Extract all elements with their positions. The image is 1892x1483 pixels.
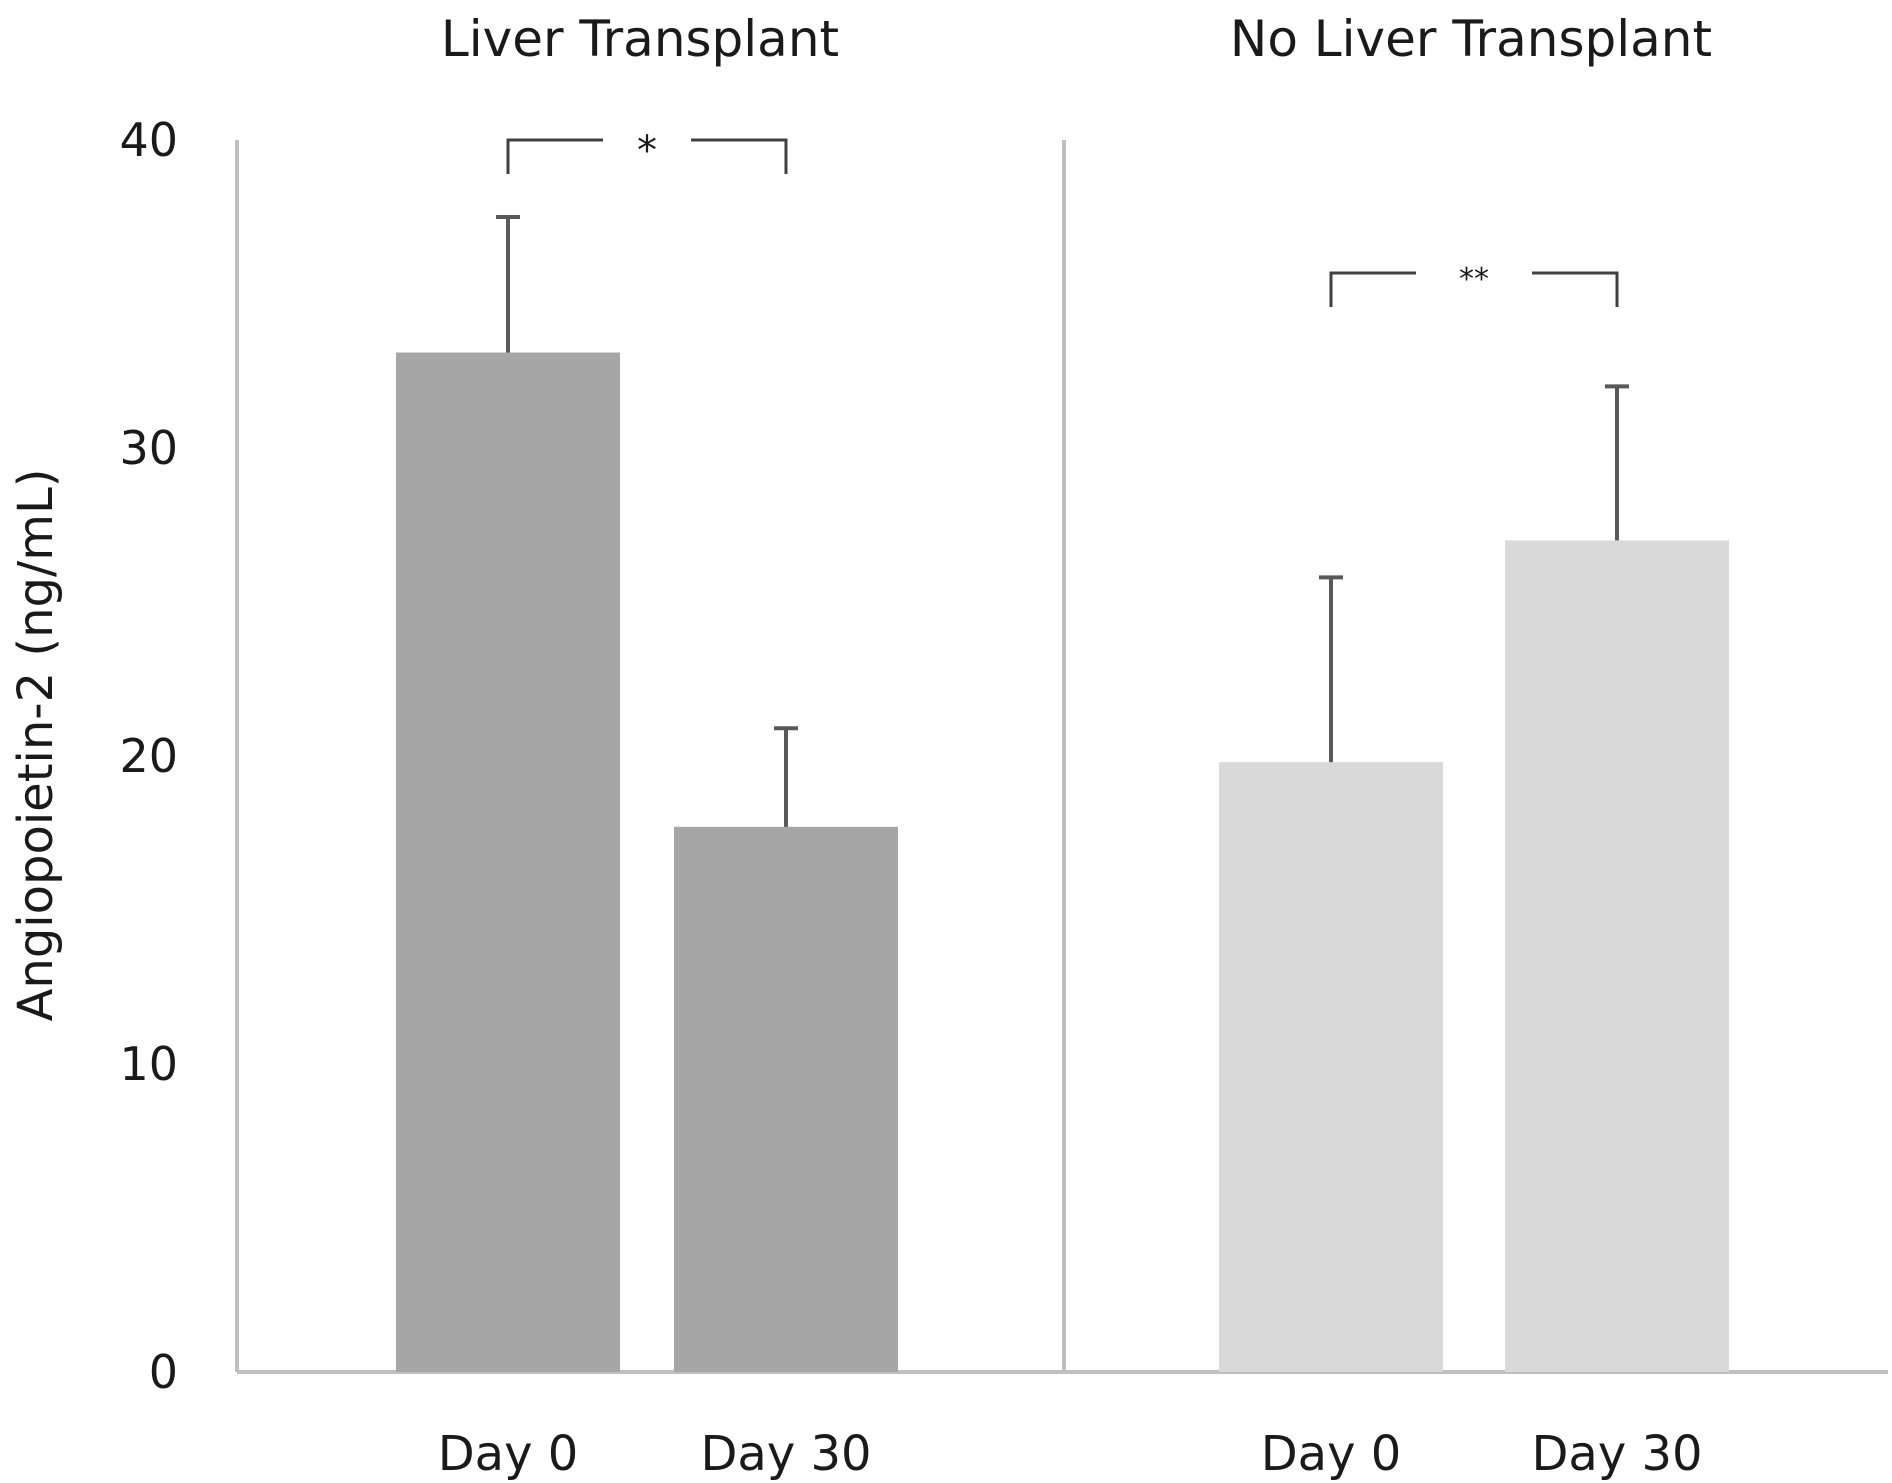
bar-liver-transplant-day0 [396, 352, 620, 1372]
y-tick-label: 10 [119, 1037, 178, 1091]
significance-bracket [506, 138, 788, 174]
bar-liver-transplant-day30 [674, 826, 898, 1372]
x-category-label: Day 0 [1261, 1426, 1402, 1482]
group-title: No Liver Transplant [1230, 10, 1712, 68]
y-tick-label: 40 [119, 113, 178, 167]
group-titles: Liver Transplant No Liver Transplant [441, 10, 1712, 68]
y-tick-label: 20 [119, 729, 178, 783]
significance-bracket [1329, 271, 1619, 307]
bars [396, 352, 1729, 1372]
x-category-label: Day 30 [700, 1426, 871, 1482]
bar-no-liver-transplant-day0 [1219, 762, 1443, 1372]
y-ticks: 0 10 20 30 40 [119, 113, 178, 1399]
bar-no-liver-transplant-day30 [1505, 540, 1729, 1372]
significance-brackets: *** [506, 128, 1619, 307]
category-labels: Day 0 Day 30 Day 0 Day 30 [438, 1426, 1703, 1482]
group-title: Liver Transplant [441, 10, 839, 68]
y-axis-label: Angiopoietin-2 (ng/mL) [8, 469, 64, 1022]
y-tick-label: 0 [149, 1345, 178, 1399]
x-category-label: Day 30 [1531, 1426, 1702, 1482]
significance-marker: * [637, 128, 657, 174]
significance-marker: ** [1459, 262, 1489, 297]
error-bars [496, 215, 1629, 827]
x-category-label: Day 0 [438, 1426, 579, 1482]
y-tick-label: 30 [119, 421, 178, 475]
